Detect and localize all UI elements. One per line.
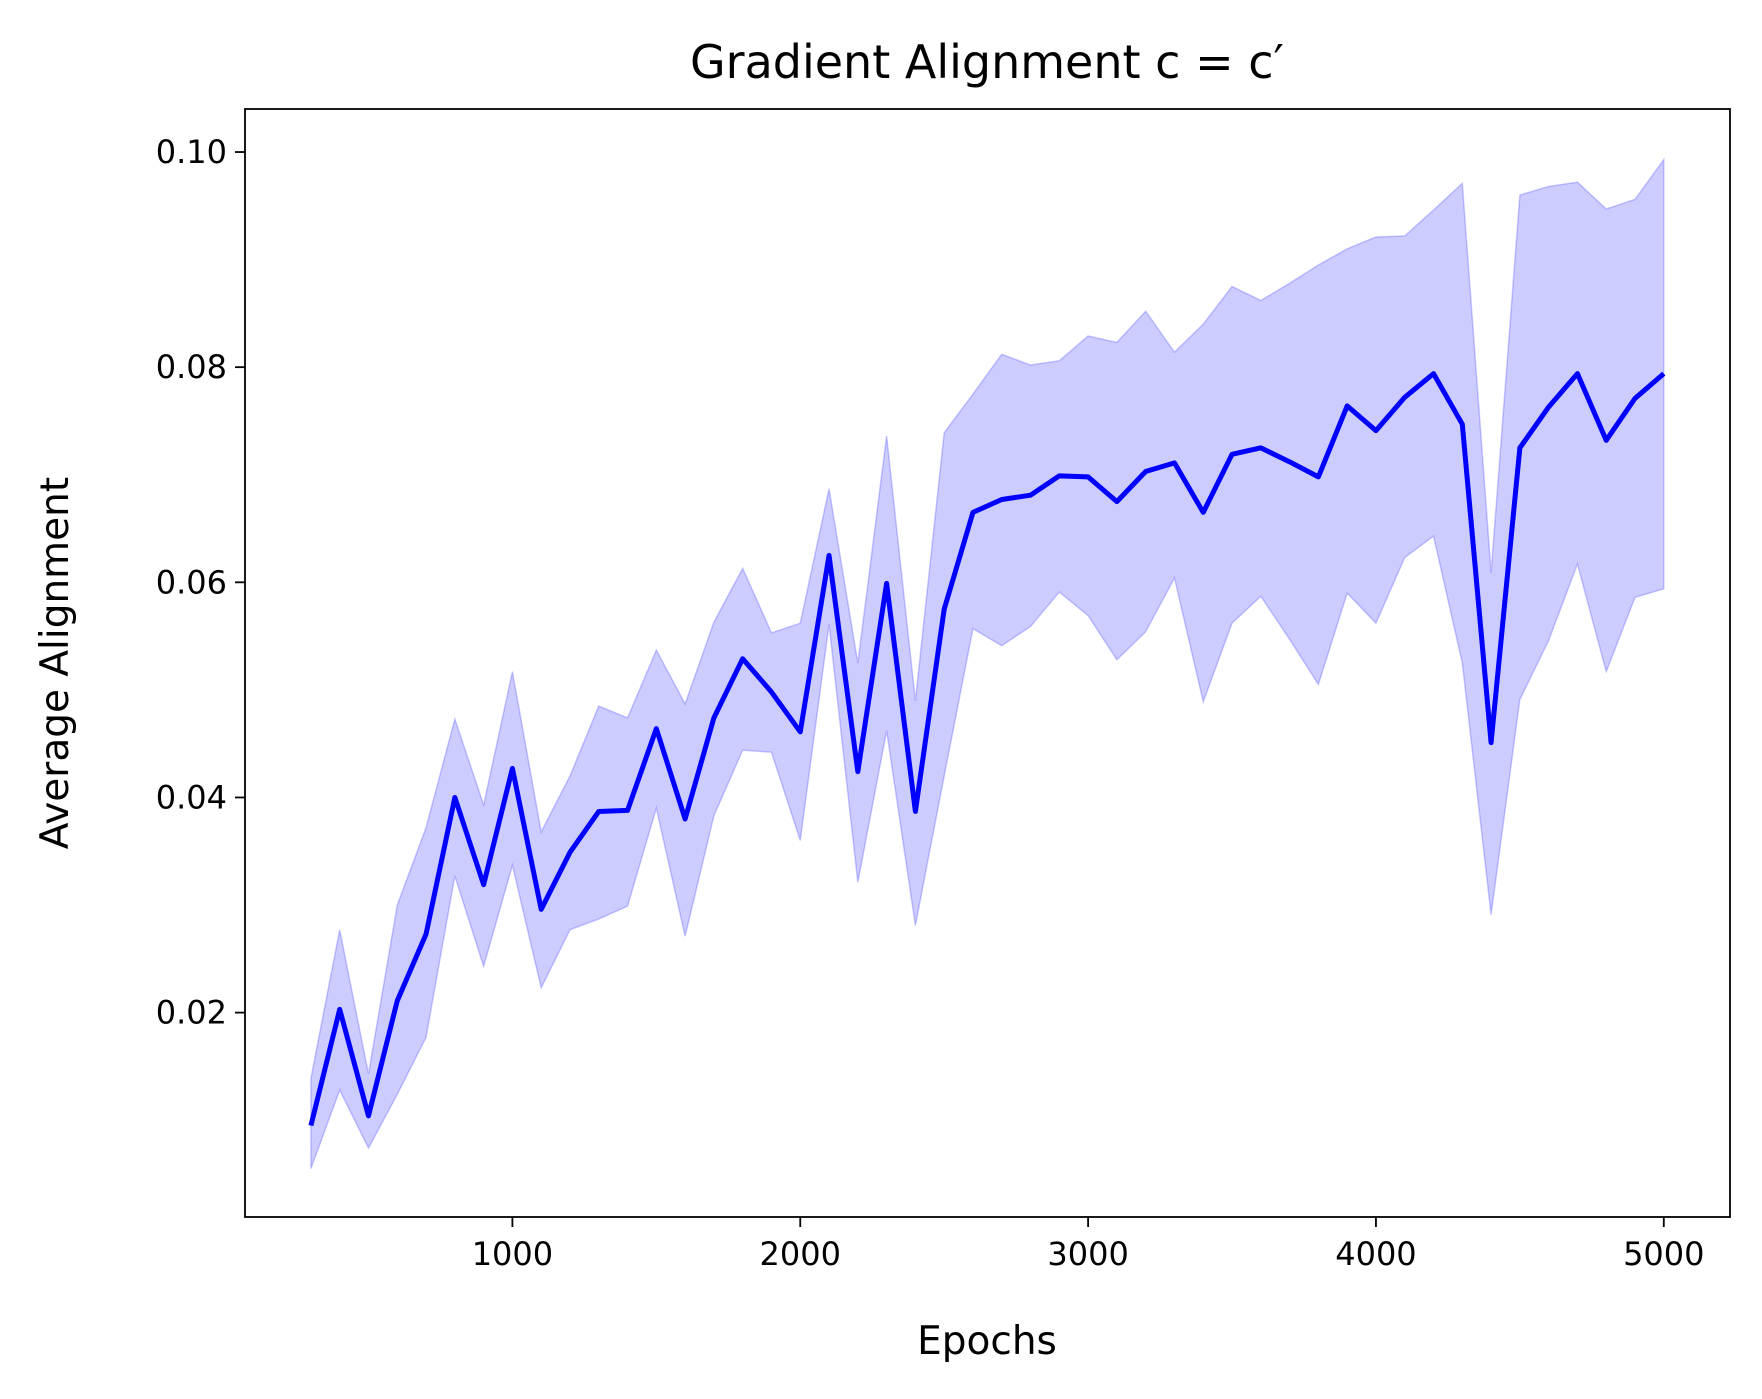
chart-title: Gradient Alignment c = c′ xyxy=(690,35,1284,89)
x-tick-label: 3000 xyxy=(1047,1235,1128,1273)
y-axis-label: Average Alignment xyxy=(33,477,78,849)
x-tick-label: 5000 xyxy=(1623,1235,1704,1273)
y-tick-label: 0.02 xyxy=(156,994,227,1032)
x-axis-label: Epochs xyxy=(917,1319,1057,1364)
confidence-band xyxy=(310,157,1665,1169)
y-tick-label: 0.10 xyxy=(156,133,227,171)
x-tick-label: 2000 xyxy=(760,1235,841,1273)
x-tick-label: 1000 xyxy=(472,1235,553,1273)
x-tick-label: 4000 xyxy=(1335,1235,1416,1273)
line xyxy=(308,371,1666,1127)
y-tick-label: 0.08 xyxy=(156,348,227,386)
plot-frame xyxy=(244,108,1731,1218)
y-tick-label: 0.06 xyxy=(156,563,227,601)
y-tick-label: 0.04 xyxy=(156,778,227,816)
